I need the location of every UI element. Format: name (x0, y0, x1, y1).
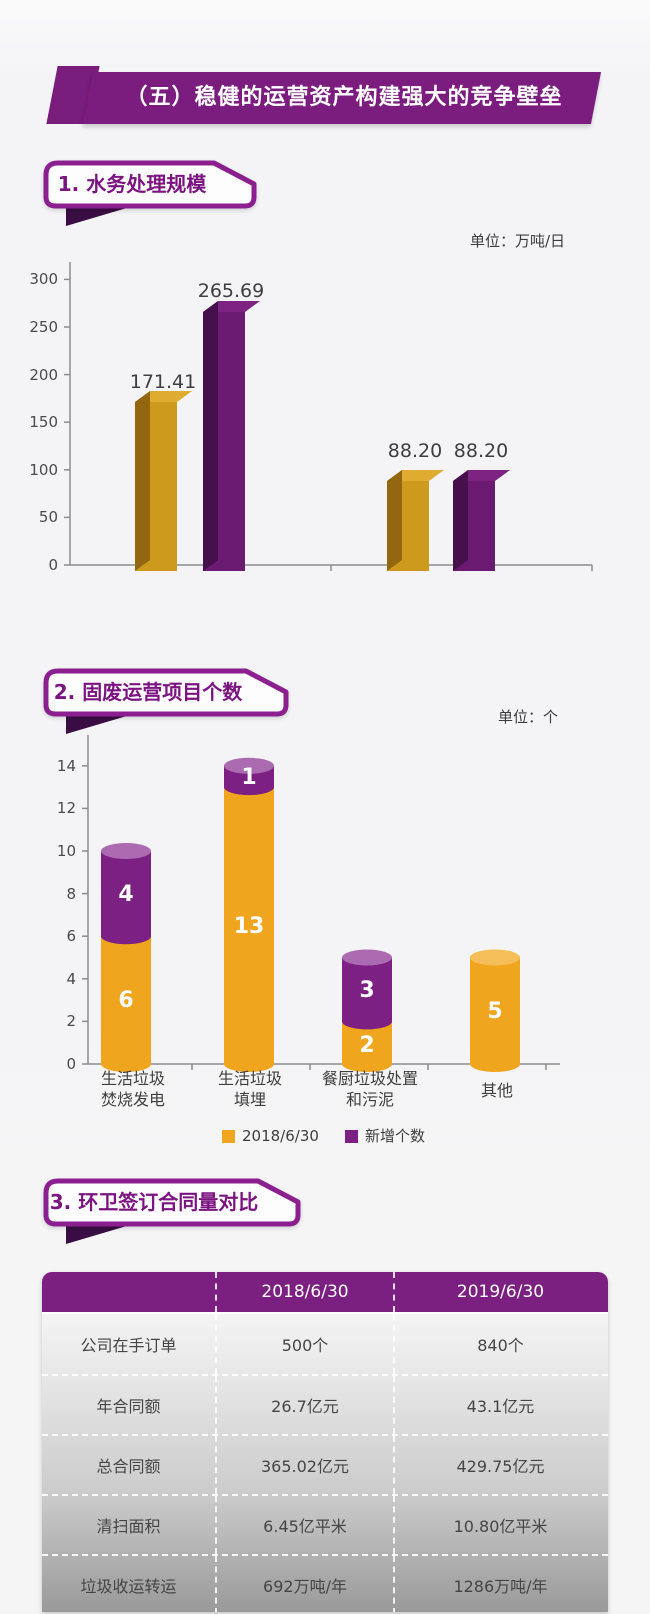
tick-label: 200 (29, 366, 58, 384)
tick-label: 4 (66, 970, 76, 988)
tick-label: 8 (66, 885, 76, 903)
segment-label-base: 13 (234, 914, 265, 939)
legend-label-new: 新增个数 (365, 1127, 425, 1145)
cell-2019: 10.80亿平米 (393, 1496, 606, 1554)
category-label: 餐厨垃圾处置 (322, 1069, 418, 1088)
tick-label: 12 (57, 799, 76, 817)
table-row: 年合同额 26.7亿元 43.1亿元 (42, 1374, 608, 1434)
tick-label: 100 (29, 461, 58, 479)
row-label: 总合同额 (96, 1457, 161, 1476)
table-row: 公司在手订单 500个 840个 (42, 1314, 608, 1374)
table-header-row: 2018/6/30 2019/6/30 (42, 1272, 608, 1312)
cylinder-other: 5 (470, 949, 520, 1072)
chart2-legend: 2018/6/30 新增个数 (222, 1127, 425, 1145)
solid-waste-chart: 0 2 4 6 8 10 12 14 6 4 13 1 (57, 735, 560, 1145)
value-label-sewage-2018: 171.41 (130, 371, 196, 393)
cylinder-kitchen-sludge: 2 3 (341, 949, 392, 1072)
cylinder-landfill: 13 1 (224, 757, 274, 1072)
value-label-tapwater-2019: 88.20 (454, 440, 508, 462)
pill-shape (43, 668, 289, 717)
y-axis-ticks: 0 50 100 150 200 250 300 (29, 270, 70, 574)
bar-tapwater-2018 (387, 470, 444, 571)
table-row: 清扫面积 6.45亿平米 10.80亿平米 (42, 1494, 608, 1554)
cell-2019: 1286万吨/年 (393, 1556, 606, 1612)
tick-label: 150 (29, 413, 58, 431)
tick-label: 0 (66, 1055, 76, 1073)
cell-2018: 6.45亿平米 (215, 1496, 393, 1554)
y-axis-ticks: 0 2 4 6 8 10 12 14 (57, 757, 88, 1073)
tick-label: 10 (57, 842, 76, 860)
chart2-category-labels: 生活垃圾 焚烧发电 生活垃圾 填埋 餐厨垃圾处置 和污泥 其他 (101, 1069, 513, 1109)
table-header-blank (42, 1272, 215, 1312)
legend-label-2018: 2018/6/30 (242, 1127, 319, 1145)
cell-2018: 692万吨/年 (215, 1556, 393, 1612)
tick-label: 300 (29, 270, 58, 288)
segment-label-new: 3 (359, 978, 374, 1003)
category-label: 其他 (481, 1081, 513, 1100)
tick-label: 14 (57, 757, 76, 775)
legend-swatch-2018 (222, 1130, 235, 1143)
pill-shape (43, 1178, 301, 1227)
water-treatment-chart: 0 50 100 150 200 250 300 (29, 262, 593, 574)
section-header-water: 1. 水务处理规模 (42, 160, 258, 240)
table-header-2018: 2018/6/30 (215, 1272, 393, 1312)
value-label-sewage-2019: 265.69 (198, 280, 264, 302)
table-body: 公司在手订单 500个 840个 年合同额 26.7亿元 43.1亿元 总合同额… (42, 1312, 608, 1612)
sanitation-contract-table: 2018/6/30 2019/6/30 公司在手订单 500个 840个 年合同… (42, 1272, 608, 1612)
category-label: 填埋 (234, 1090, 266, 1109)
tick-label: 50 (39, 508, 58, 526)
bar-sewage-2019 (203, 301, 260, 571)
value-label-tapwater-2018: 88.20 (388, 440, 442, 462)
section-header-solid-waste: 2. 固废运营项目个数 (42, 668, 290, 748)
category-label: 生活垃圾 (218, 1069, 282, 1088)
row-label: 年合同额 (96, 1397, 161, 1416)
category-label: 焚烧发电 (101, 1090, 165, 1109)
cell-2019: 429.75亿元 (393, 1436, 606, 1494)
section-title: 3. 环卫签订合同量对比 (49, 1190, 259, 1214)
unit-label-solid-waste: 单位：个 (498, 708, 559, 726)
segment-label-base: 2 (359, 1033, 374, 1058)
row-label: 公司在手订单 (80, 1336, 177, 1355)
cylinder-incineration: 6 4 (101, 843, 151, 1072)
segment-label-base: 6 (118, 988, 133, 1013)
section-title: 2. 固废运营项目个数 (53, 680, 243, 704)
segment-label-new: 4 (118, 882, 133, 907)
table-header-2019: 2019/6/30 (393, 1272, 606, 1312)
row-label: 垃圾收运转运 (80, 1577, 177, 1596)
cell-2019: 840个 (393, 1314, 606, 1374)
tick-label: 2 (66, 1012, 76, 1030)
pill-shape (43, 160, 257, 209)
tick-label: 0 (48, 556, 58, 574)
table-row: 总合同额 365.02亿元 429.75亿元 (42, 1434, 608, 1494)
legend-swatch-new (345, 1130, 358, 1143)
category-label: 生活垃圾 (101, 1069, 165, 1088)
cell-2018: 500个 (215, 1314, 393, 1374)
tick-label: 250 (29, 318, 58, 336)
category-label: 和污泥 (346, 1090, 394, 1109)
unit-label-water: 单位：万吨/日 (470, 232, 566, 250)
cell-2019: 43.1亿元 (393, 1376, 606, 1434)
tick-label: 6 (66, 927, 76, 945)
table-row: 垃圾收运转运 692万吨/年 1286万吨/年 (42, 1554, 608, 1612)
bar-tapwater-2019 (453, 470, 510, 571)
cell-2018: 26.7亿元 (215, 1376, 393, 1434)
section-header-sanitation: 3. 环卫签订合同量对比 (42, 1178, 302, 1258)
row-label: 清扫面积 (96, 1517, 161, 1536)
bar-sewage-2018 (135, 391, 192, 571)
page-title: （五）稳健的运营资产构建强大的竞争壁垒 (125, 85, 563, 110)
x-axis-ticks (191, 1064, 547, 1070)
section-title: 1. 水务处理规模 (57, 172, 207, 196)
cell-2018: 365.02亿元 (215, 1436, 393, 1494)
segment-label-base: 5 (487, 999, 502, 1024)
segment-label-new: 1 (241, 765, 256, 790)
